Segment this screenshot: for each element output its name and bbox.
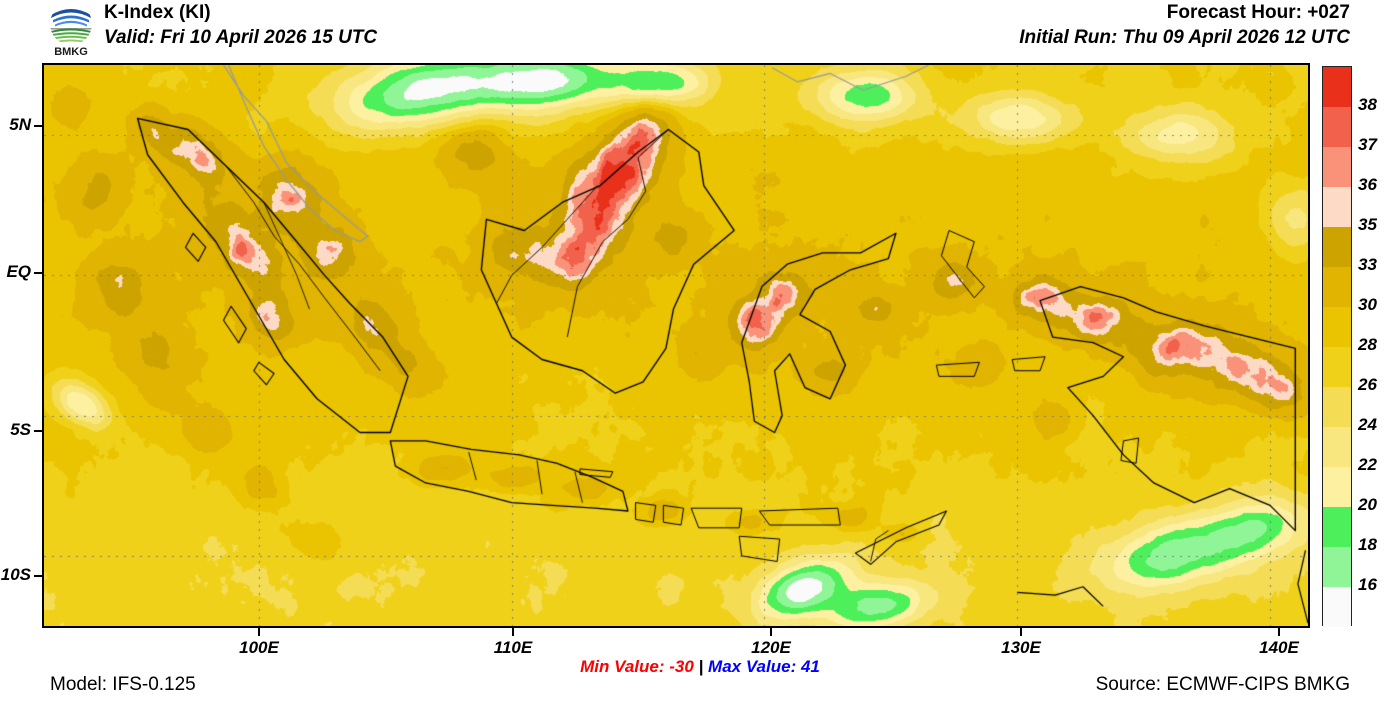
bmkg-logo: BMKG (43, 1, 99, 58)
kindex-contour-field (44, 65, 1308, 626)
minmax-separator: | (698, 657, 704, 676)
colorbar-band (1323, 107, 1351, 147)
longitude-tick-label: 130E (1001, 638, 1041, 657)
colorbar-tick-label: 35 (1358, 215, 1377, 234)
longitude-tick-label: 100E (239, 638, 279, 657)
min-value-label: Min Value: -30 (580, 657, 694, 676)
colorbar-band (1323, 467, 1351, 507)
colorbar-gradient (1322, 66, 1352, 627)
longitude-tick (512, 628, 514, 636)
colorbar-tick-label: 26 (1358, 375, 1377, 394)
colorbar-band (1323, 67, 1351, 107)
colorbar-band (1323, 187, 1351, 227)
latitude-tick-label: EQ (6, 262, 31, 281)
latitude-tick (34, 430, 42, 432)
initial-run-label: Initial Run: Thu 09 April 2026 12 UTC (1019, 27, 1350, 48)
colorbar-tick-label: 22 (1358, 455, 1377, 474)
latitude-tick-label: 5N (9, 115, 31, 134)
longitude-tick (1278, 628, 1280, 636)
longitude-tick (258, 628, 260, 636)
latitude-tick (34, 272, 42, 274)
model-label: Model: IFS-0.125 (50, 674, 196, 695)
colorbar-band (1323, 227, 1351, 267)
header-right-block: Forecast Hour: +027 Initial Run: Thu 09 … (1019, 2, 1350, 50)
longitude-axis: 100E 110E 120E 130E 140E (42, 628, 1310, 664)
colorbar-legend: 38 37 36 35 33 30 28 26 24 22 20 18 16 (1322, 66, 1400, 628)
colorbar-tick-label: 33 (1358, 255, 1377, 274)
bmkg-logo-text: BMKG (54, 46, 88, 57)
latitude-tick (34, 575, 42, 577)
minmax-readout: Min Value: -30 | Max Value: 41 (0, 657, 1400, 677)
longitude-tick (1020, 628, 1022, 636)
colorbar-band (1323, 307, 1351, 347)
colorbar-tick-label: 28 (1358, 335, 1377, 354)
colorbar-tick-label: 24 (1358, 415, 1377, 434)
colorbar-band (1323, 587, 1351, 627)
colorbar-band (1323, 507, 1351, 547)
source-label: Source: ECMWF-CIPS BMKG (1095, 674, 1350, 695)
latitude-tick-label: 10S (0, 565, 31, 584)
latitude-axis: 5N EQ 5S 10S (0, 63, 42, 628)
forecast-hour-label: Forecast Hour: +027 (1166, 2, 1350, 23)
longitude-tick-label: 120E (751, 638, 791, 657)
colorbar-band (1323, 547, 1351, 587)
header-bar: BMKG K-Index (KI) Valid: Fri 10 April 20… (0, 0, 1400, 62)
colorbar-tick-label: 16 (1358, 575, 1377, 594)
colorbar-band (1323, 147, 1351, 187)
longitude-tick (770, 628, 772, 636)
latitude-tick (34, 125, 42, 127)
colorbar-tick-label: 37 (1358, 135, 1377, 154)
map-plot-area[interactable]: Copyright Sub Bidang Prediksi Cuaca BMKG… (42, 63, 1310, 628)
title-block: K-Index (KI) Valid: Fri 10 April 2026 15… (104, 2, 377, 50)
latitude-tick-label: 5S (10, 420, 31, 439)
colorbar-band (1323, 387, 1351, 427)
max-value-label: Max Value: 41 (708, 657, 820, 676)
colorbar-band (1323, 267, 1351, 307)
colorbar-band (1323, 347, 1351, 387)
colorbar-tick-label: 20 (1358, 495, 1377, 514)
colorbar-tick-label: 36 (1358, 175, 1377, 194)
colorbar-band (1323, 427, 1351, 467)
colorbar-tick-label: 38 (1358, 95, 1377, 114)
valid-time-label: Valid: Fri 10 April 2026 15 UTC (104, 27, 378, 48)
page-title: K-Index (KI) (104, 2, 211, 23)
colorbar-tick-label: 18 (1358, 535, 1377, 554)
longitude-tick-label: 140E (1259, 638, 1299, 657)
colorbar-tick-label: 30 (1358, 295, 1377, 314)
longitude-tick-label: 110E (493, 638, 533, 657)
